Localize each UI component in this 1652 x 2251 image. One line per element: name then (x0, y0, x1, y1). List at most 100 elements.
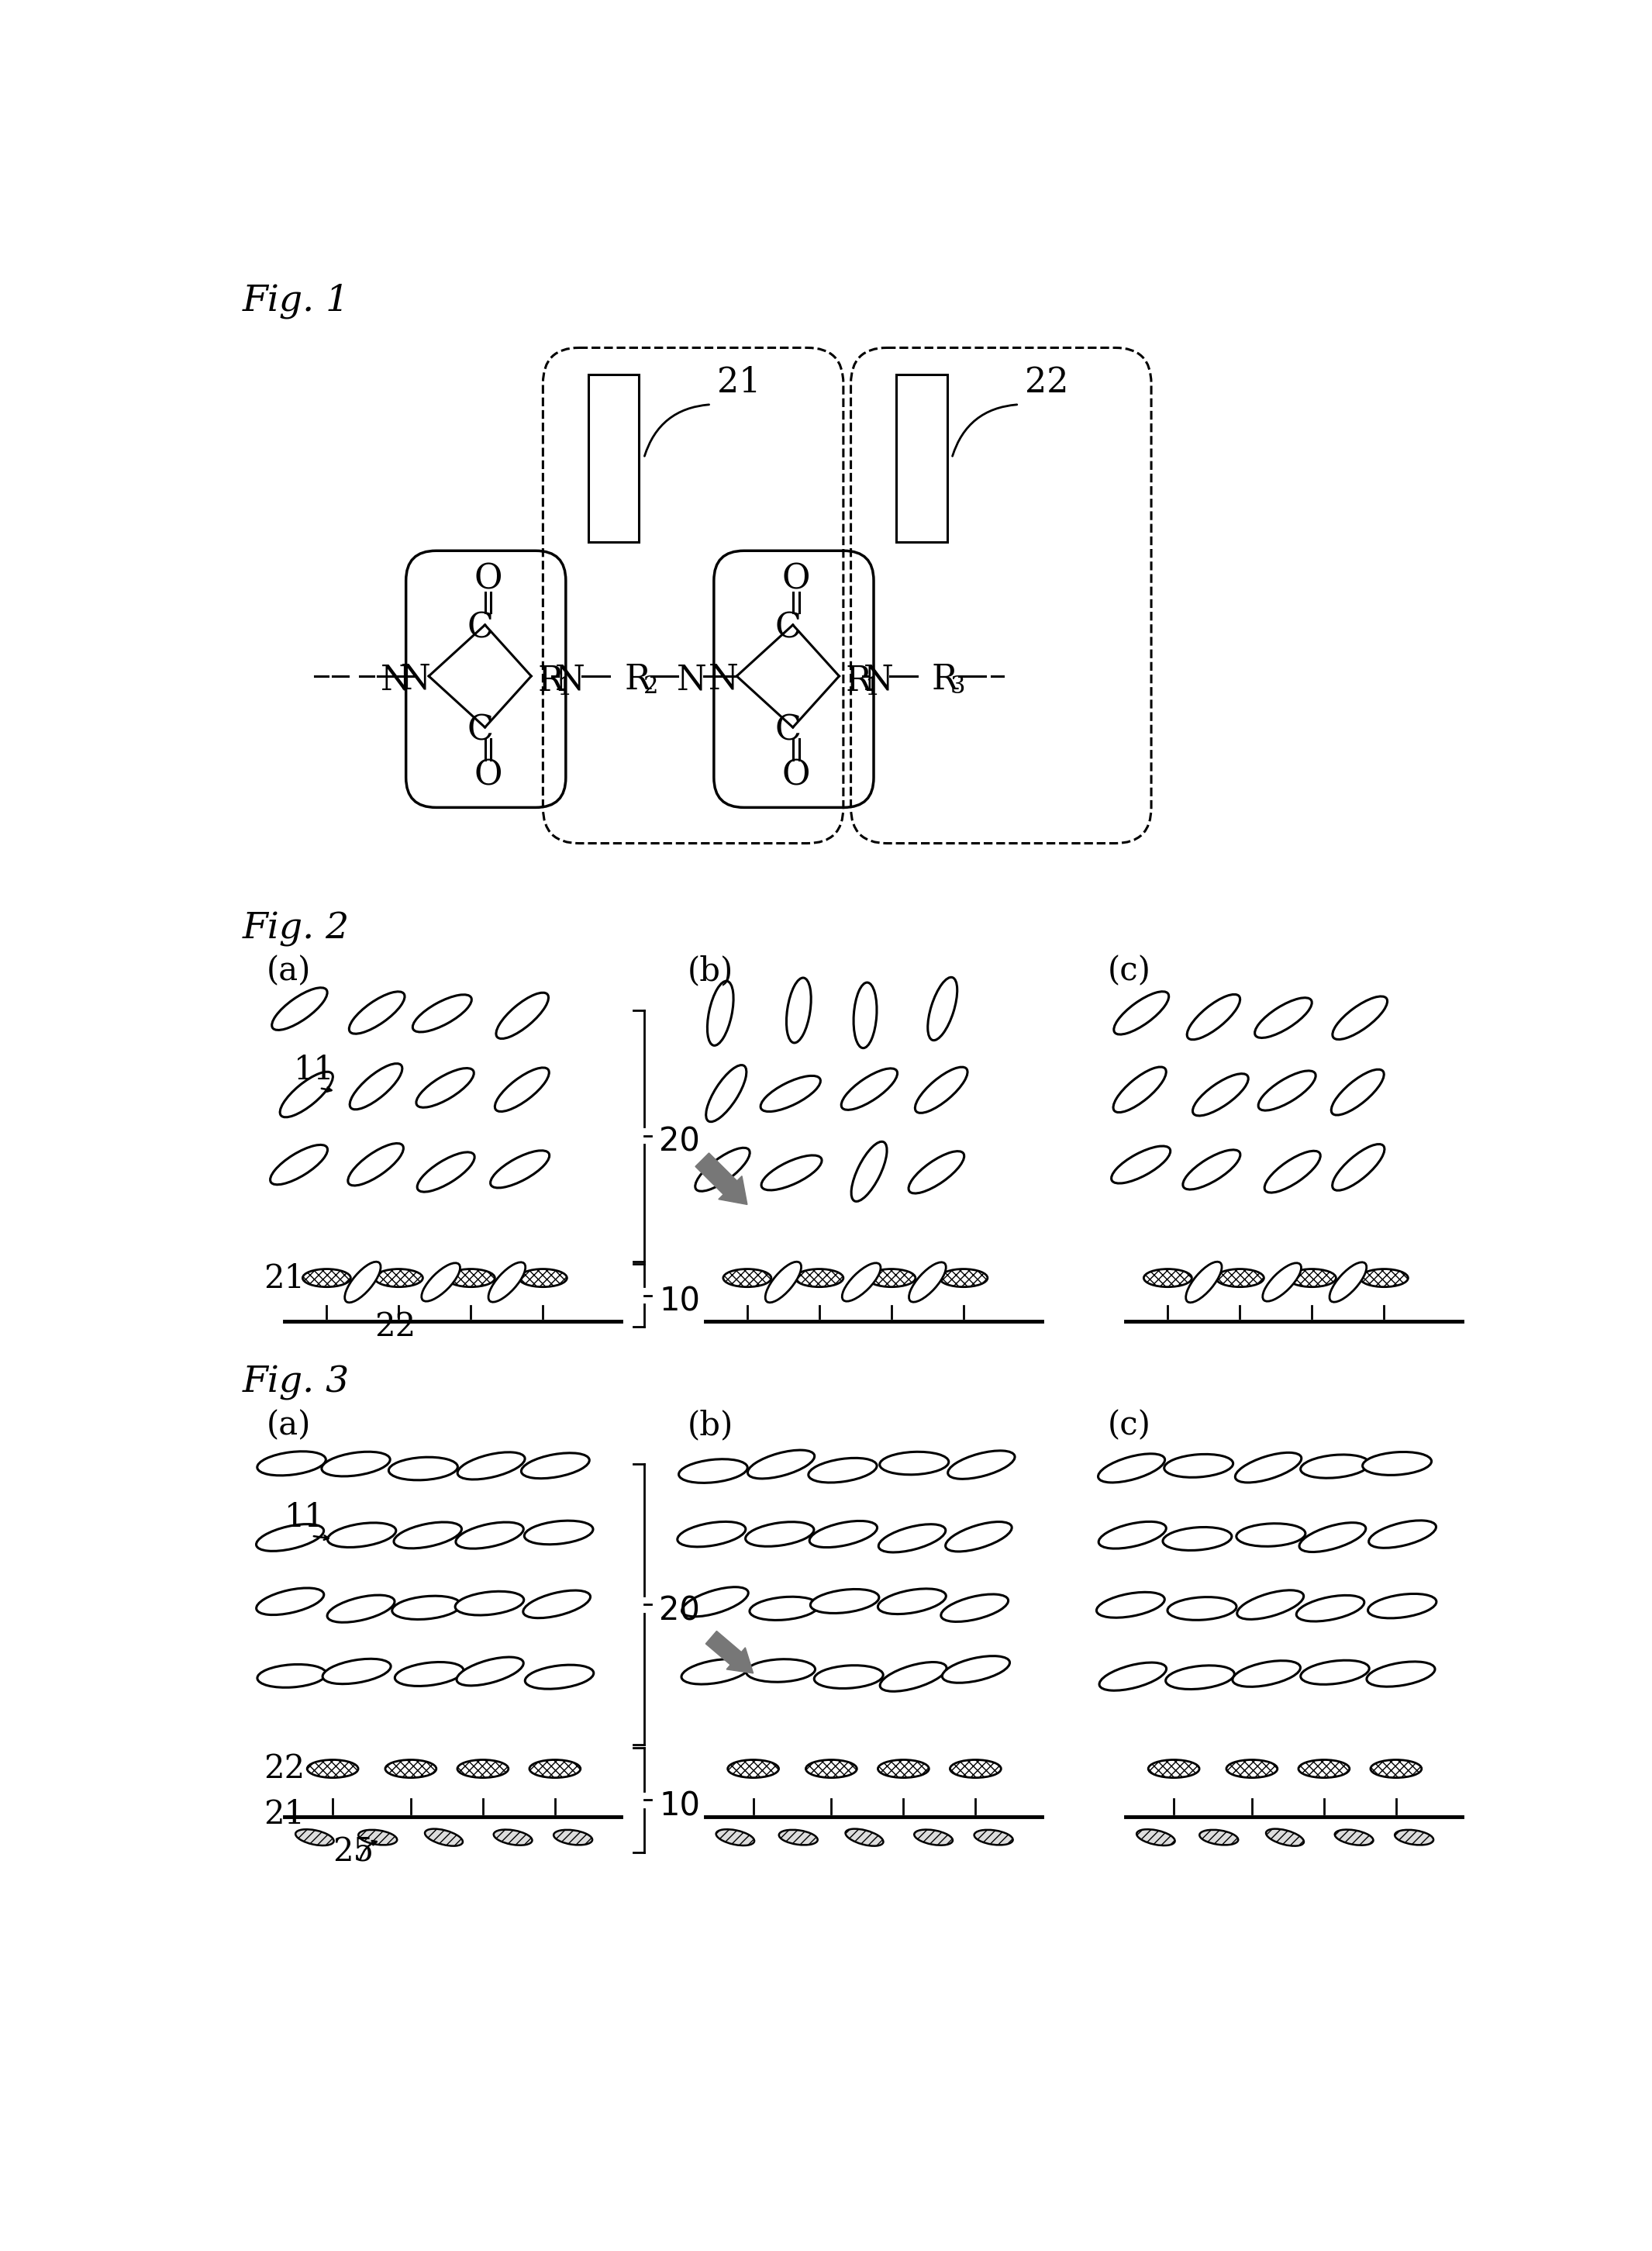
Text: 21: 21 (264, 1799, 304, 1830)
Ellipse shape (795, 1270, 843, 1288)
Text: 21: 21 (717, 367, 762, 398)
Ellipse shape (707, 981, 733, 1044)
Text: 22: 22 (375, 1310, 416, 1344)
Ellipse shape (1099, 1454, 1165, 1483)
Ellipse shape (416, 1069, 474, 1107)
Ellipse shape (909, 1263, 947, 1301)
Ellipse shape (1193, 1074, 1249, 1116)
Ellipse shape (1199, 1830, 1239, 1846)
Ellipse shape (1394, 1830, 1434, 1846)
Ellipse shape (349, 1144, 403, 1186)
Text: 20: 20 (659, 1126, 700, 1157)
Ellipse shape (496, 993, 548, 1038)
Ellipse shape (258, 1663, 325, 1688)
FancyArrow shape (695, 1153, 747, 1204)
Ellipse shape (1368, 1594, 1436, 1618)
Ellipse shape (1163, 1526, 1232, 1551)
Ellipse shape (851, 1141, 887, 1202)
Ellipse shape (1148, 1760, 1199, 1778)
Ellipse shape (456, 1522, 524, 1549)
Ellipse shape (349, 993, 405, 1033)
Ellipse shape (271, 1146, 327, 1184)
Text: 22: 22 (1026, 367, 1069, 398)
Ellipse shape (1298, 1760, 1350, 1778)
Ellipse shape (458, 1760, 509, 1778)
Ellipse shape (1099, 1663, 1166, 1691)
Ellipse shape (489, 1263, 525, 1301)
Ellipse shape (811, 1589, 879, 1614)
Ellipse shape (413, 995, 471, 1031)
Ellipse shape (1366, 1661, 1436, 1686)
Text: C: C (775, 714, 801, 747)
Ellipse shape (1333, 997, 1388, 1040)
Ellipse shape (879, 1452, 948, 1474)
Ellipse shape (786, 977, 811, 1042)
Text: N: N (380, 664, 411, 696)
Ellipse shape (780, 1830, 818, 1846)
Text: Fig. 1: Fig. 1 (243, 284, 350, 320)
Ellipse shape (1226, 1760, 1277, 1778)
Ellipse shape (1264, 1150, 1320, 1193)
Text: O: O (781, 759, 809, 792)
Ellipse shape (682, 1587, 748, 1616)
Text: O: O (781, 563, 809, 597)
Ellipse shape (1112, 1146, 1170, 1184)
Ellipse shape (273, 988, 327, 1031)
Ellipse shape (1236, 1524, 1305, 1546)
Text: C: C (468, 610, 494, 644)
Ellipse shape (327, 1522, 396, 1546)
Ellipse shape (867, 1270, 915, 1288)
Ellipse shape (256, 1524, 324, 1551)
Text: (a): (a) (266, 1409, 311, 1441)
Ellipse shape (458, 1452, 525, 1479)
Ellipse shape (425, 1828, 463, 1846)
Ellipse shape (1335, 1830, 1373, 1846)
Text: (c): (c) (1108, 1409, 1151, 1441)
Text: 20: 20 (659, 1594, 700, 1627)
Text: 10: 10 (659, 1790, 700, 1823)
Ellipse shape (1333, 1144, 1384, 1191)
Ellipse shape (496, 1067, 548, 1112)
Ellipse shape (747, 1659, 814, 1681)
Ellipse shape (928, 977, 957, 1040)
Ellipse shape (1099, 1522, 1166, 1549)
Ellipse shape (393, 1522, 461, 1549)
Text: (c): (c) (1108, 954, 1151, 988)
Text: N: N (400, 662, 431, 696)
Text: 22: 22 (264, 1751, 306, 1785)
Ellipse shape (750, 1596, 818, 1621)
Ellipse shape (1113, 1067, 1166, 1112)
Ellipse shape (256, 1587, 324, 1614)
Ellipse shape (762, 1155, 821, 1191)
Ellipse shape (418, 1153, 474, 1191)
Text: C: C (468, 714, 494, 747)
Ellipse shape (948, 1450, 1014, 1479)
Ellipse shape (909, 1150, 965, 1193)
Ellipse shape (296, 1830, 334, 1846)
Ellipse shape (395, 1661, 464, 1686)
Ellipse shape (1256, 997, 1312, 1038)
Text: N: N (862, 664, 894, 696)
Ellipse shape (327, 1596, 395, 1623)
Ellipse shape (388, 1456, 458, 1481)
Ellipse shape (748, 1450, 814, 1479)
Ellipse shape (524, 1591, 590, 1618)
Text: C: C (775, 610, 801, 644)
Ellipse shape (808, 1459, 877, 1483)
Text: (b): (b) (687, 954, 733, 988)
Text: 1: 1 (557, 675, 572, 700)
Text: 21: 21 (264, 1263, 304, 1294)
Ellipse shape (914, 1830, 953, 1846)
Ellipse shape (841, 1069, 897, 1110)
Ellipse shape (1188, 995, 1241, 1040)
Ellipse shape (814, 1666, 884, 1688)
Text: 3: 3 (950, 675, 965, 698)
Ellipse shape (1300, 1454, 1370, 1479)
Ellipse shape (1137, 1830, 1175, 1846)
Ellipse shape (854, 981, 877, 1049)
Ellipse shape (677, 1522, 745, 1546)
Ellipse shape (1265, 1828, 1303, 1846)
Ellipse shape (806, 1760, 857, 1778)
Ellipse shape (1370, 1519, 1436, 1549)
Ellipse shape (724, 1270, 771, 1288)
